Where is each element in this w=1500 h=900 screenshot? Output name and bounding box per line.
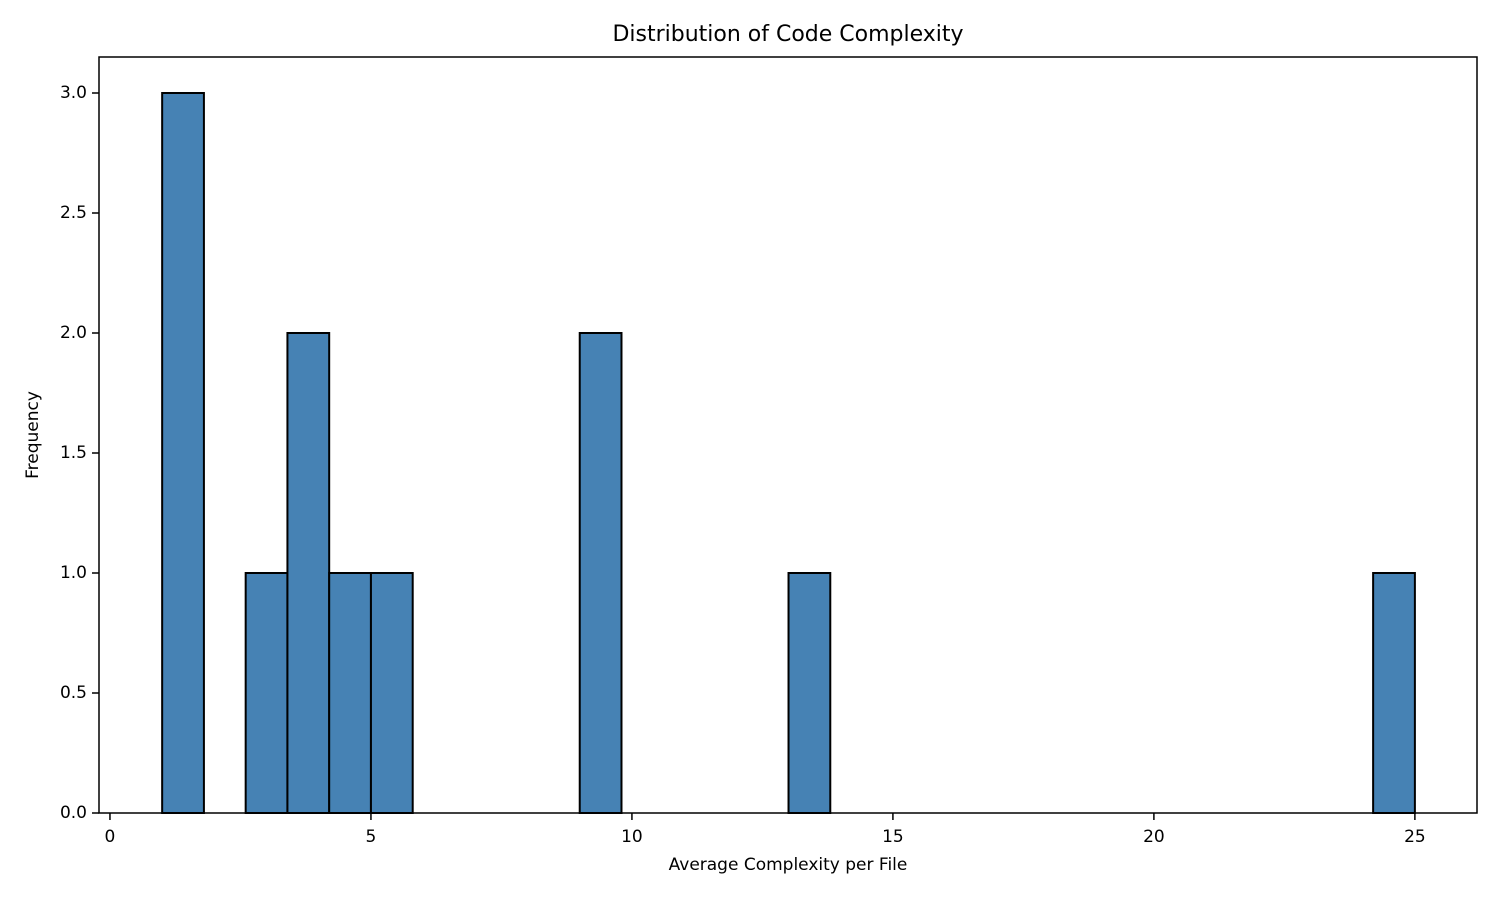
x-tick-label: 25 [1404, 827, 1426, 847]
bar [1372, 572, 1416, 814]
bar [286, 332, 331, 814]
bar [369, 572, 414, 814]
x-tick-label: 20 [1143, 827, 1165, 847]
bar [244, 572, 289, 814]
x-tick-label: 0 [105, 827, 116, 847]
bar [578, 332, 623, 814]
bar [787, 572, 832, 814]
y-tick-label: 0.0 [60, 803, 87, 823]
y-tick-label: 1.0 [60, 563, 87, 583]
bar [328, 572, 372, 814]
y-tick-label: 0.5 [60, 683, 87, 703]
y-tick-label: 2.0 [60, 323, 87, 343]
x-tick-label: 15 [882, 827, 904, 847]
bar [161, 92, 205, 814]
x-axis-label: Average Complexity per File [669, 855, 908, 875]
y-tick-label: 2.5 [60, 203, 87, 223]
x-tick-label: 10 [621, 827, 643, 847]
y-tick-label: 3.0 [60, 83, 87, 103]
chart-title: Distribution of Code Complexity [612, 22, 963, 47]
y-axis-label: Frequency [23, 391, 43, 479]
y-tick-label: 1.5 [60, 443, 87, 463]
plot-frame [98, 56, 1478, 814]
x-tick-label: 5 [366, 827, 377, 847]
